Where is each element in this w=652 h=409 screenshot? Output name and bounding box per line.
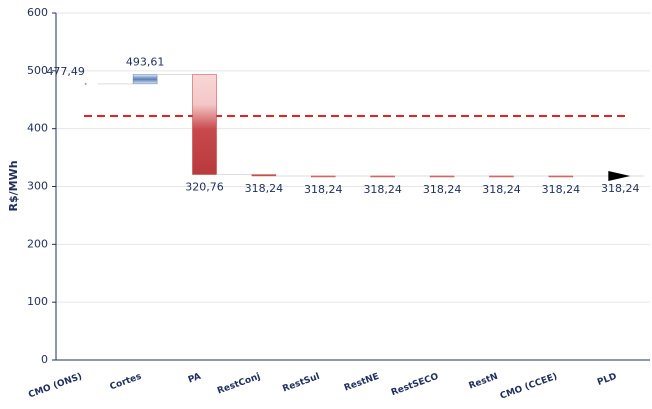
start-point (84, 82, 87, 85)
value-label: 318,24 (423, 183, 462, 196)
y-tick-label: 600 (27, 6, 48, 19)
value-label: 320,76 (185, 180, 224, 193)
y-tick-label: 400 (27, 122, 48, 135)
value-label: 318,24 (542, 183, 581, 196)
bar (251, 174, 277, 177)
y-tick-label: 0 (41, 353, 48, 366)
x-tick-label: RestNE (343, 372, 381, 394)
y-tick-label: 500 (27, 64, 48, 77)
value-label: 477,49 (46, 65, 85, 78)
bar (132, 74, 158, 85)
bar (489, 175, 514, 178)
x-tick-label: RestSECO (390, 372, 440, 398)
y-tick-label: 100 (27, 295, 48, 308)
x-tick-label: CMO (ONS) (27, 372, 83, 401)
bar (192, 74, 217, 175)
value-label: 318,24 (601, 182, 640, 195)
x-tick-label: RestN (468, 372, 500, 392)
y-axis-label: R$/MWh (7, 160, 20, 211)
bar (548, 175, 574, 178)
bar (311, 175, 336, 178)
x-tick-label: PLD (596, 372, 618, 388)
value-label: 318,24 (245, 182, 284, 195)
value-label: 318,24 (363, 183, 402, 196)
end-arrow (608, 170, 631, 181)
bar (429, 175, 455, 178)
y-tick-label: 200 (27, 237, 48, 250)
value-label: 318,24 (304, 183, 343, 196)
y-tick-label: 300 (27, 180, 48, 193)
x-tick-label: CMO (CCEE) (499, 372, 559, 402)
value-label: 318,24 (482, 183, 521, 196)
value-label: 493,61 (126, 56, 165, 69)
x-tick-label: PA (187, 372, 202, 386)
bar (370, 175, 395, 178)
x-tick-label: RestConj (216, 372, 262, 397)
x-tick-label: Cortes (109, 372, 143, 393)
x-tick-label: RestSul (281, 372, 321, 395)
